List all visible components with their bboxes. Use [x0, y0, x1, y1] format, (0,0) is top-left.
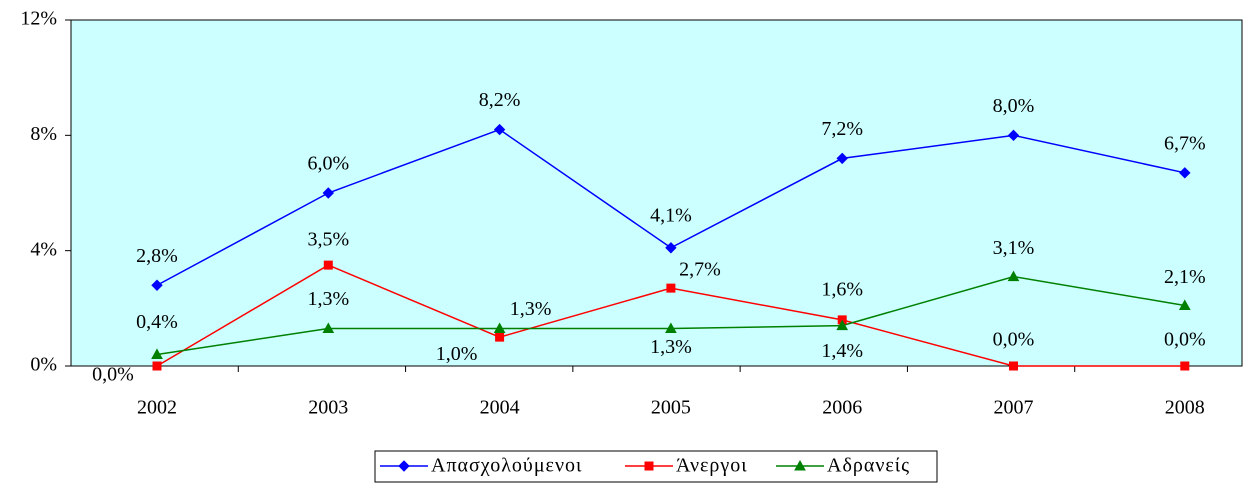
data-point	[1009, 361, 1018, 371]
x-tick-label: 2003	[308, 397, 348, 419]
data-point	[1178, 299, 1191, 310]
data-label: 3,1%	[993, 237, 1035, 259]
data-label: 4,1%	[650, 204, 692, 226]
data-point	[495, 332, 505, 342]
data-point	[1179, 167, 1191, 179]
data-label: 0,0%	[993, 329, 1035, 351]
data-point	[1007, 270, 1020, 282]
data-label: 1,4%	[821, 340, 863, 362]
data-point	[493, 322, 506, 334]
data-point	[665, 322, 677, 334]
data-point	[151, 279, 163, 291]
y-tick-label: 4%	[30, 238, 57, 260]
data-label: 1,6%	[821, 278, 863, 300]
data-point	[666, 283, 676, 293]
data-label: 0,0%	[1164, 329, 1206, 351]
data-label: 8,2%	[479, 89, 521, 111]
data-label: 2,7%	[679, 259, 721, 281]
data-point	[836, 152, 848, 165]
data-label: 0,0%	[92, 364, 134, 386]
data-label: 1,0%	[436, 343, 478, 365]
data-point	[1180, 361, 1190, 371]
data-label: 2,8%	[136, 245, 178, 267]
legend-marker	[644, 461, 654, 471]
data-point	[322, 322, 335, 334]
data-point	[1007, 129, 1020, 142]
data-label: 1,3%	[510, 298, 552, 320]
plot-area	[70, 19, 1243, 367]
legend-marker	[794, 459, 806, 471]
legend-label: Απασχολούμενοι	[431, 455, 582, 477]
legend-label: Άνεργοι	[676, 455, 748, 477]
data-label: 1,3%	[650, 336, 692, 358]
x-tick-label: 2002	[137, 397, 177, 419]
data-point	[322, 187, 335, 199]
data-point	[151, 348, 163, 359]
x-tick-label: 2007	[994, 397, 1034, 419]
legend-label: Αδρανείς	[827, 455, 910, 477]
data-point	[836, 319, 849, 331]
data-label: 7,2%	[821, 118, 863, 140]
data-label: 6,0%	[307, 153, 349, 175]
data-label: 8,0%	[993, 95, 1035, 117]
data-label: 0,4%	[136, 311, 178, 333]
y-tick-label: 12%	[20, 8, 57, 30]
data-point	[665, 242, 677, 254]
x-tick-label: 2008	[1165, 397, 1205, 419]
x-tick-label: 2005	[651, 397, 691, 419]
x-tick-label: 2004	[480, 397, 520, 419]
legend-marker	[398, 460, 410, 472]
data-point	[493, 123, 506, 136]
x-tick-label: 2006	[822, 397, 862, 419]
data-label: 1,3%	[307, 288, 349, 310]
y-tick-label: 8%	[30, 123, 57, 145]
y-tick-label: 0%	[30, 354, 57, 376]
data-label: 2,1%	[1164, 266, 1206, 288]
data-label: 6,7%	[1164, 132, 1206, 154]
data-point	[323, 260, 333, 270]
data-point	[152, 361, 162, 371]
data-label: 3,5%	[307, 229, 349, 251]
